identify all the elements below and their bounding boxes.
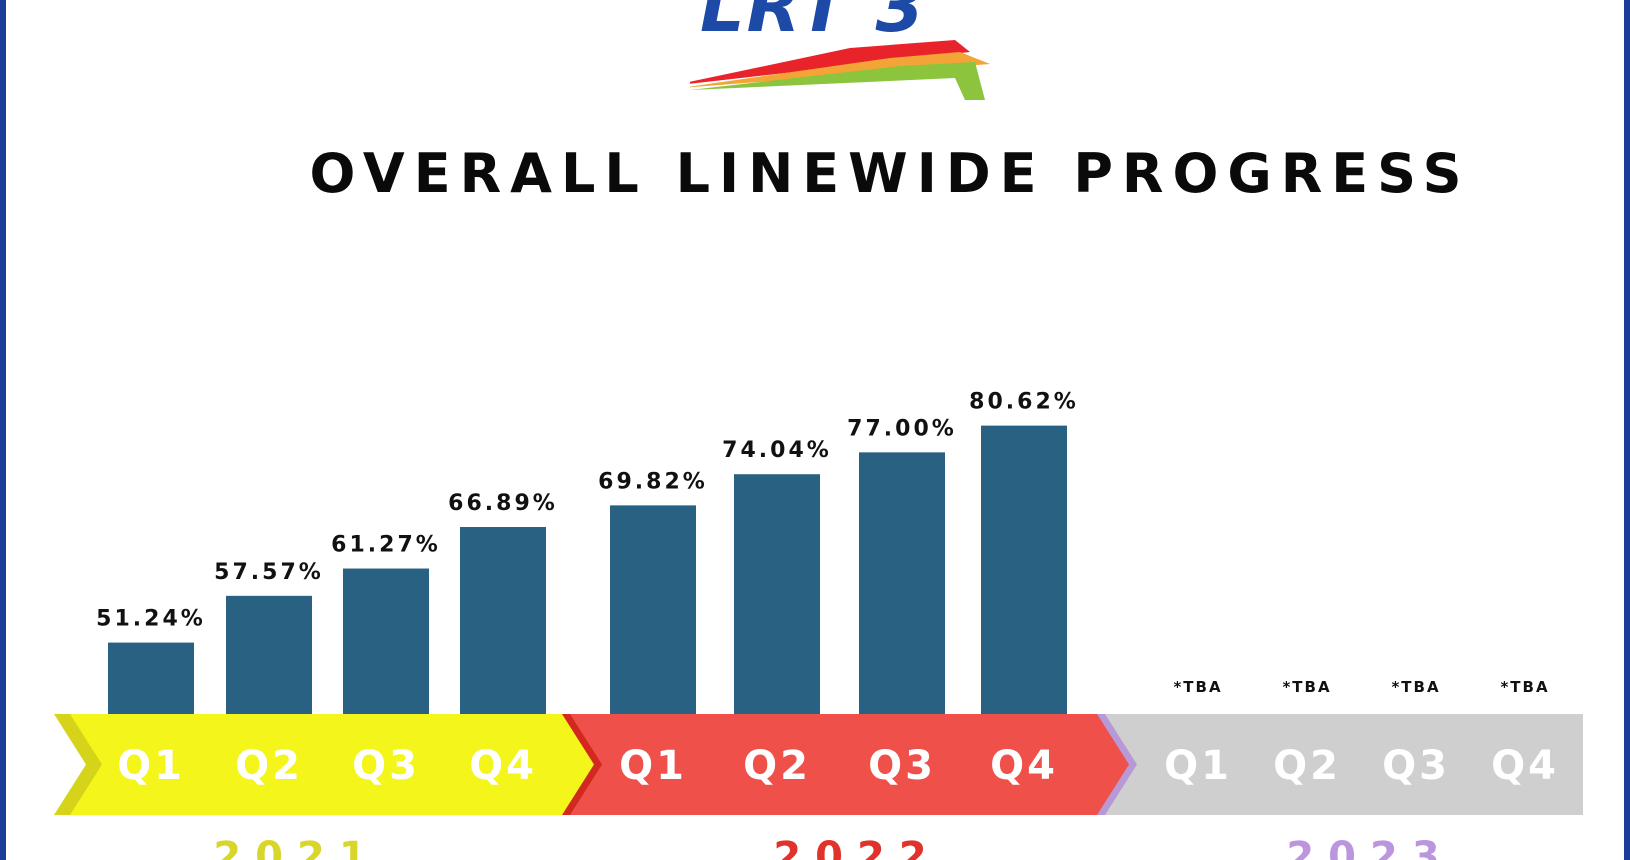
quarter-label: Q2 [1273, 743, 1341, 789]
bar-2021-q3 [343, 568, 429, 714]
logo-red-swoosh [690, 40, 970, 84]
year-label: 2022 [773, 834, 940, 860]
year-chevron-2021 [54, 714, 102, 815]
logo-text: LRT 3 [700, 0, 927, 48]
tba-label: *TBA [1500, 678, 1549, 696]
bar-value-label: 61.27% [331, 533, 441, 558]
bar-value-label: 77.00% [847, 416, 957, 441]
quarter-label: Q2 [235, 743, 303, 789]
quarter-label: Q1 [1164, 743, 1232, 789]
tba-label: *TBA [1282, 678, 1331, 696]
bar-2021-q1 [108, 642, 194, 714]
bar-2021-q2 [226, 595, 312, 714]
year-label: 2023 [1286, 834, 1453, 860]
bar-value-label: 66.89% [448, 491, 558, 516]
year-band-2022 [562, 714, 1129, 815]
year-band-2021 [62, 714, 594, 815]
bar-2022-q1 [610, 505, 696, 714]
bar-2022-q3 [859, 452, 945, 714]
logo-orange-swoosh [690, 52, 990, 88]
lrt3-logo [690, 40, 990, 100]
logo-green-swoosh [690, 62, 985, 100]
bar-2022-q4 [981, 425, 1067, 714]
tba-label: *TBA [1173, 678, 1222, 696]
bar-value-label: 80.62% [969, 390, 1079, 415]
quarter-label: Q3 [1382, 743, 1450, 789]
quarter-label: Q4 [990, 743, 1058, 789]
year-band-2023 [1097, 714, 1583, 815]
quarter-label: Q2 [743, 743, 811, 789]
bar-value-label: 69.82% [598, 469, 708, 494]
tba-label: *TBA [1391, 678, 1440, 696]
quarter-label: Q1 [117, 743, 185, 789]
year-label: 2021 [213, 834, 380, 860]
quarter-label: Q3 [868, 743, 936, 789]
quarter-label: Q3 [352, 743, 420, 789]
bar-value-label: 51.24% [96, 607, 206, 632]
bar-2022-q2 [734, 474, 820, 714]
bar-2021-q4 [460, 527, 546, 714]
bar-value-label: 74.04% [722, 438, 832, 463]
quarter-label: Q1 [619, 743, 687, 789]
page-title: OVERALL LINEWIDE PROGRESS [309, 142, 1471, 205]
quarter-label: Q4 [469, 743, 537, 789]
quarter-label: Q4 [1491, 743, 1559, 789]
bar-value-label: 57.57% [214, 560, 324, 585]
